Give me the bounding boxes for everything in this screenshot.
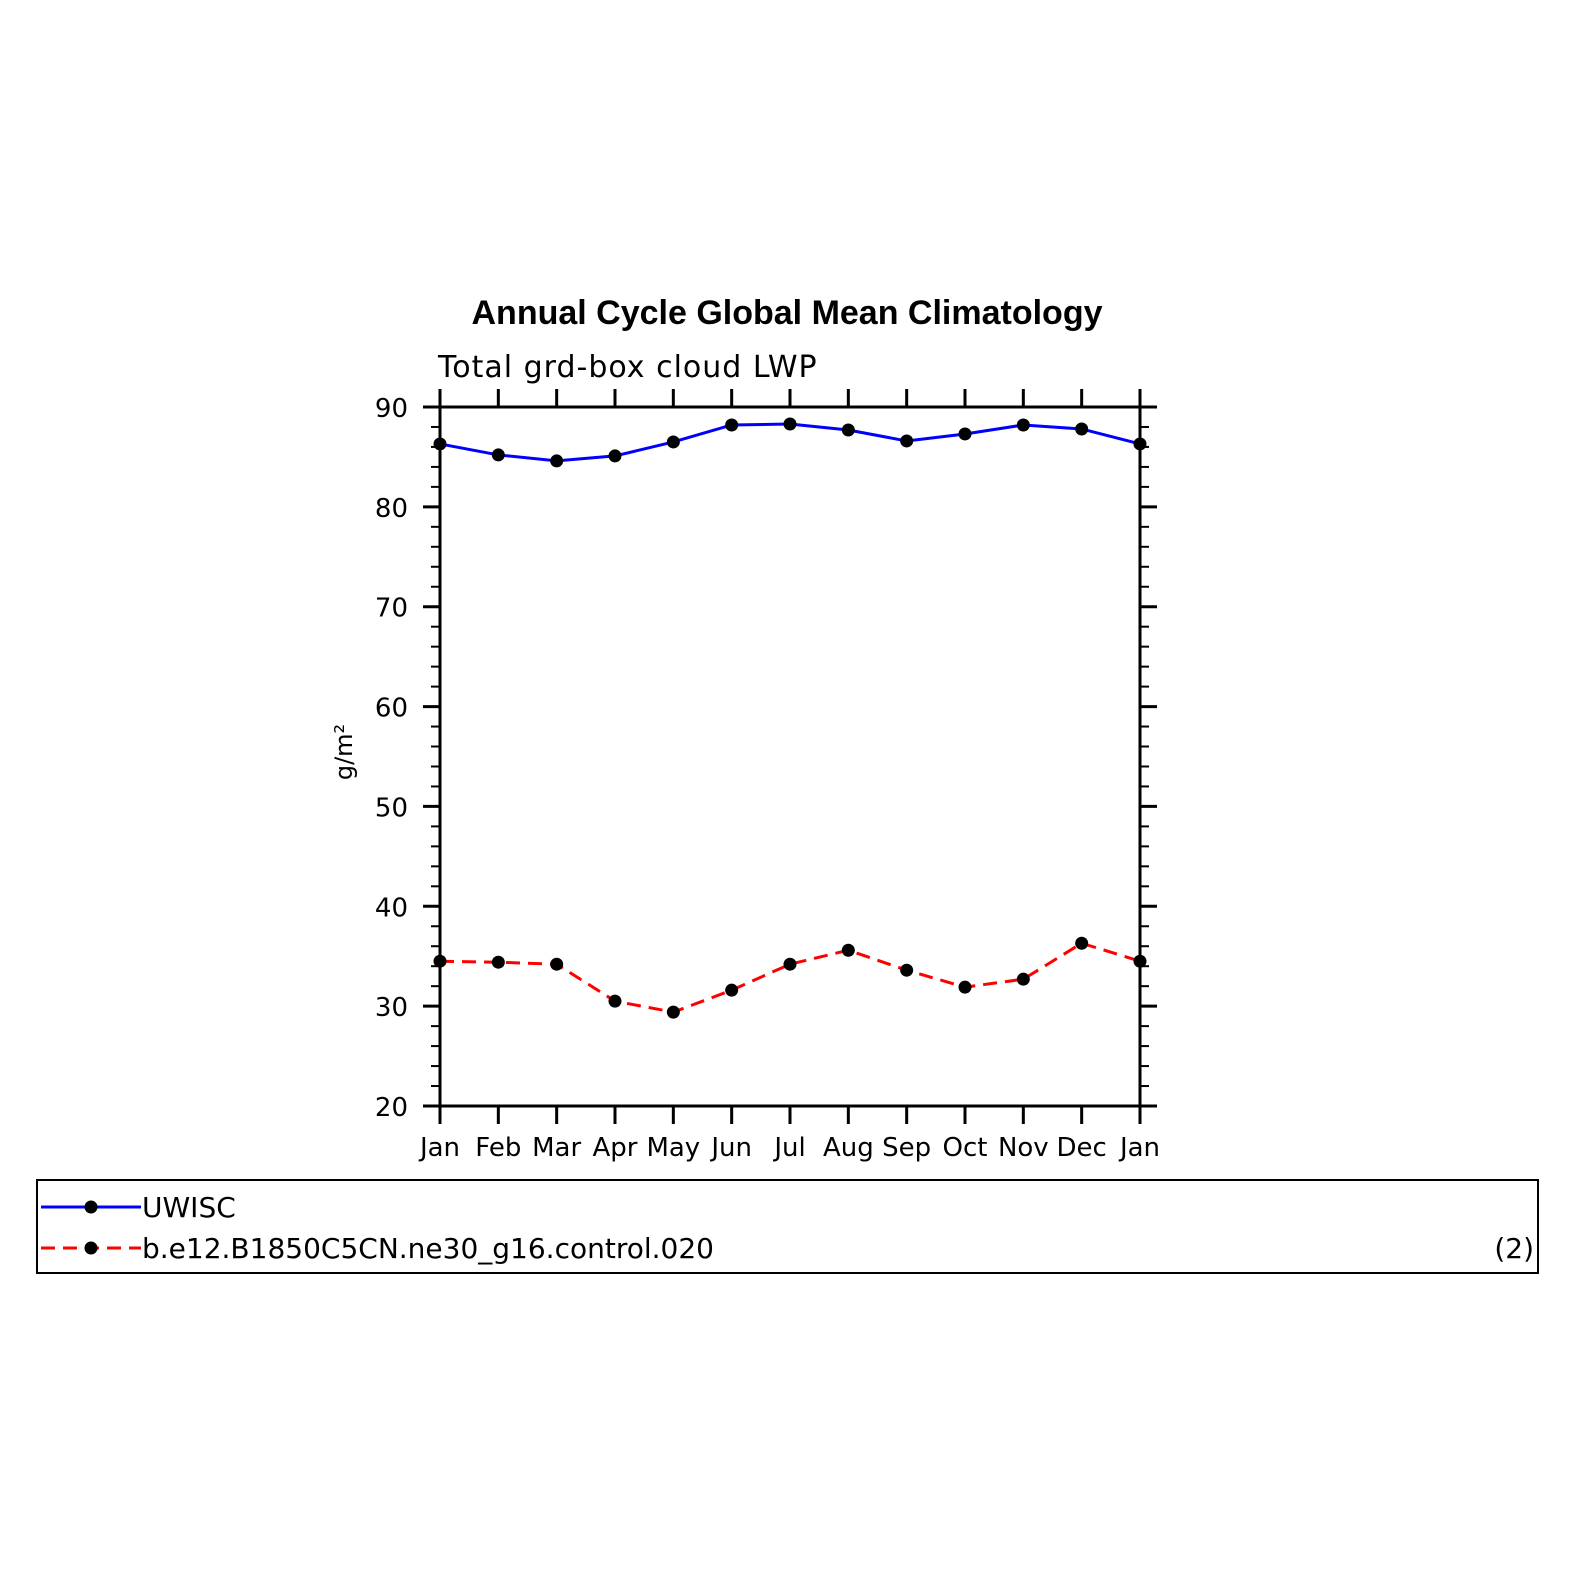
data-point <box>1075 422 1089 436</box>
data-point <box>958 427 972 441</box>
data-point <box>1016 972 1030 986</box>
data-point <box>841 423 855 437</box>
plot-area: 20 30 40 50 60 70 80 90 Jan Feb Mar Apr May Jun Jul Aug… <box>375 389 1160 1163</box>
data-point <box>1016 418 1030 432</box>
legend-box <box>36 1179 1539 1274</box>
data-point <box>841 943 855 957</box>
y-tick-label: 60 <box>375 694 408 724</box>
y-tick-label: 80 <box>375 494 408 524</box>
x-tick-label: Jan <box>418 1133 460 1163</box>
legend-label-2: b.e12.B1850C5CN.ne30_g16.control.020 <box>142 1232 714 1265</box>
y-axis-label: g/m² <box>330 724 358 780</box>
chart-subtitle: Total grd-box cloud LWP <box>437 350 818 385</box>
legend-marker-1 <box>84 1200 98 1214</box>
x-tick-label: Jun <box>709 1133 752 1163</box>
data-point <box>608 449 622 463</box>
data-point <box>725 983 739 997</box>
data-point <box>1075 936 1089 950</box>
data-point <box>1133 954 1147 968</box>
data-point <box>433 954 447 968</box>
data-point <box>433 437 447 451</box>
y-tick-label: 50 <box>375 793 408 823</box>
series-line-2 <box>439 941 1141 1014</box>
x-tick-label: May <box>646 1133 700 1163</box>
x-tick-label: Oct <box>943 1133 988 1163</box>
data-point <box>958 980 972 994</box>
data-point <box>725 418 739 432</box>
data-point <box>900 434 914 448</box>
legend-note: (2) <box>1494 1232 1534 1265</box>
legend: (2) UWISC b.e12.B1850C5CN.ne30_g16.contro… <box>36 1179 1539 1274</box>
data-point <box>491 448 505 462</box>
x-tick-label: Aug <box>823 1133 874 1163</box>
data-point <box>550 454 564 468</box>
plot-frame <box>438 405 1142 1108</box>
y-tick-label: 30 <box>375 993 408 1023</box>
y-tick-label: 90 <box>375 394 408 424</box>
x-tick-label: Jul <box>772 1133 805 1163</box>
y-tick-label: 70 <box>375 594 408 624</box>
y-tick-label: 20 <box>375 1093 408 1123</box>
x-tick-label: Dec <box>1057 1133 1107 1163</box>
data-point <box>783 957 797 971</box>
data-point <box>783 417 797 431</box>
x-tick-label: Mar <box>532 1133 581 1163</box>
y-tick-label: 40 <box>375 893 408 923</box>
chart-title: Annual Cycle Global Mean Climatology <box>472 294 1103 332</box>
x-tick-label: Apr <box>593 1133 638 1163</box>
data-point <box>900 963 914 977</box>
data-point <box>1133 437 1147 451</box>
x-tick-label: Sep <box>882 1133 931 1163</box>
legend-marker-2 <box>84 1241 98 1255</box>
data-point <box>666 435 680 449</box>
x-tick-label: Nov <box>998 1133 1049 1163</box>
legend-label-1: UWISC <box>142 1191 236 1224</box>
x-tick-label: Feb <box>475 1133 521 1163</box>
x-tick-label: Jan <box>1118 1133 1160 1163</box>
data-point <box>550 957 564 971</box>
data-point <box>666 1005 680 1019</box>
data-point <box>608 994 622 1008</box>
data-point <box>491 955 505 969</box>
